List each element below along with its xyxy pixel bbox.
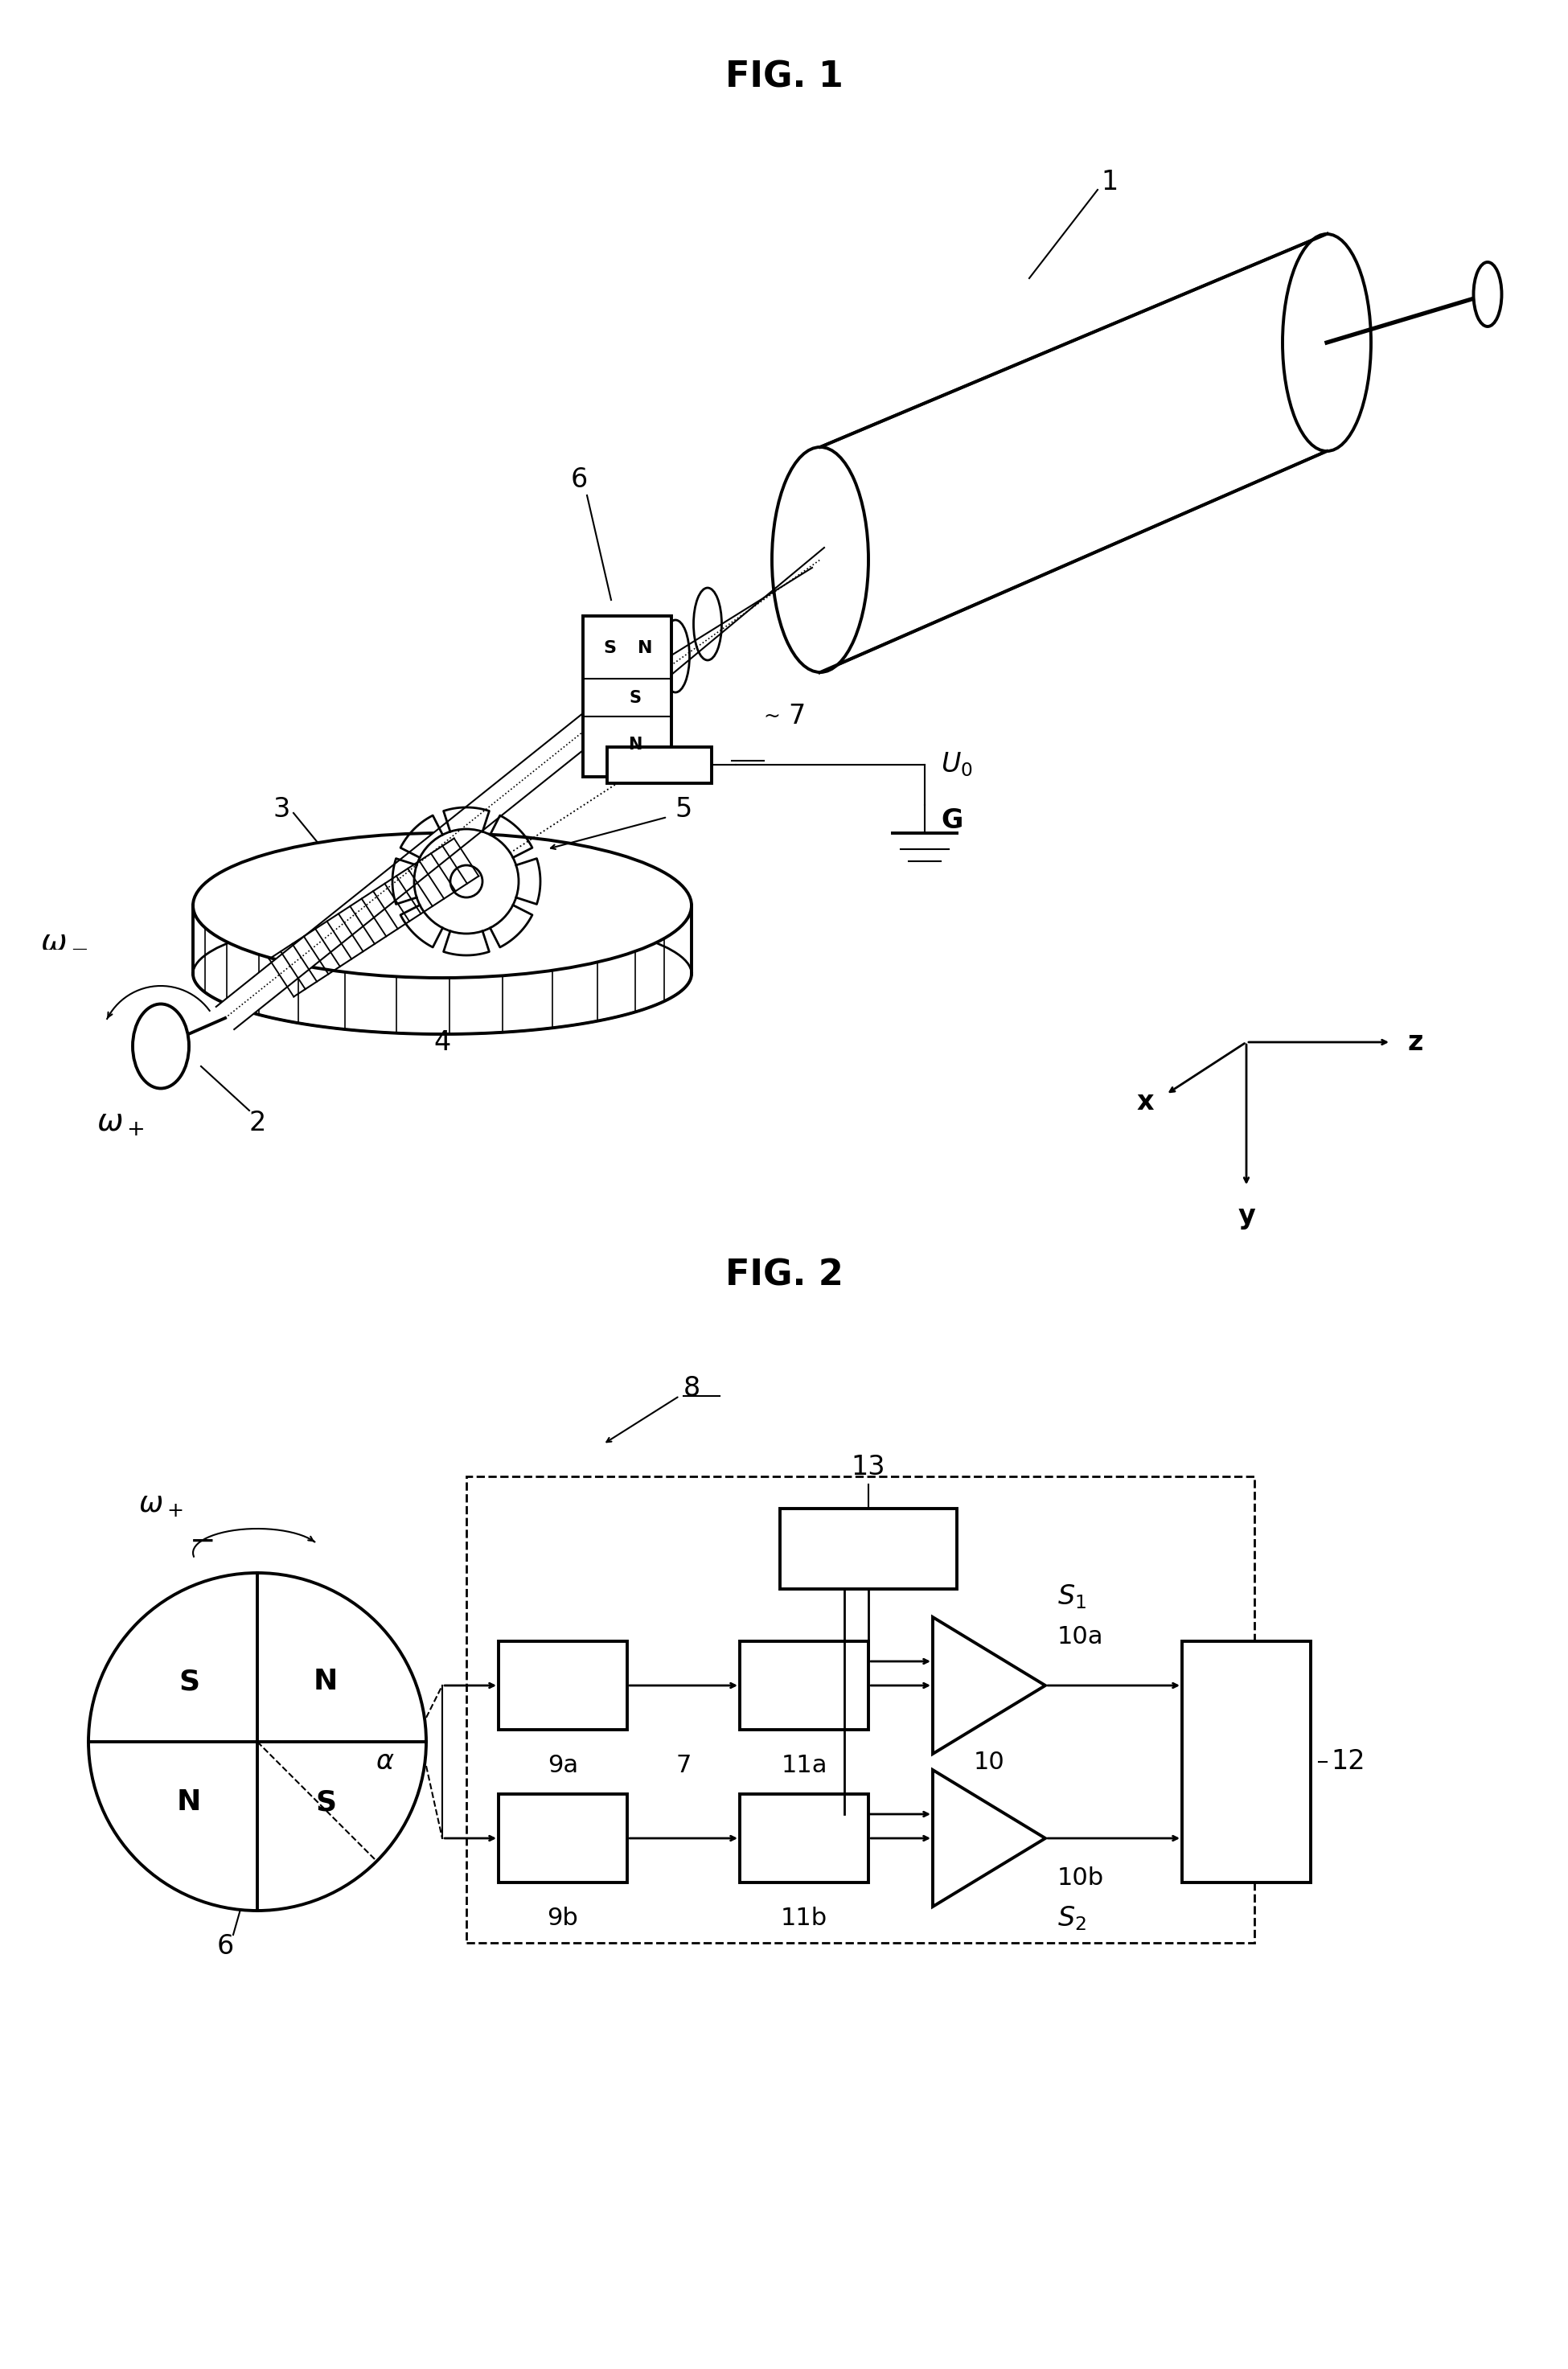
Text: 8: 8 [684, 1374, 701, 1400]
Text: x: x [1137, 1090, 1154, 1116]
Text: 10: 10 [974, 1751, 1005, 1774]
Text: ~: ~ [764, 706, 781, 727]
Bar [499, 1642, 627, 1729]
Text: N: N [314, 1668, 337, 1696]
Polygon shape [933, 1770, 1046, 1907]
Text: S: S [629, 689, 641, 706]
Circle shape [88, 1573, 426, 1912]
Text: 2: 2 [249, 1109, 267, 1135]
Bar [499, 1793, 627, 1883]
Ellipse shape [629, 651, 657, 725]
Text: 9b: 9b [547, 1907, 579, 1931]
Text: z: z [1406, 1028, 1422, 1057]
Text: $-$: $-$ [188, 1526, 213, 1556]
Text: G: G [941, 808, 963, 834]
Ellipse shape [1283, 235, 1370, 450]
Text: $S_1$: $S_1$ [1057, 1582, 1087, 1611]
Text: $S_2$: $S_2$ [1057, 1905, 1087, 1933]
Bar [607, 746, 712, 782]
Text: FIG. 2: FIG. 2 [724, 1258, 844, 1293]
Text: $U_0$: $U_0$ [941, 751, 972, 779]
Text: 13: 13 [851, 1455, 886, 1481]
Ellipse shape [133, 1004, 190, 1087]
Bar [583, 616, 671, 777]
Ellipse shape [771, 448, 869, 673]
Text: $\omega_+$: $\omega_+$ [138, 1490, 183, 1519]
Text: 7: 7 [789, 704, 804, 730]
Ellipse shape [193, 914, 691, 1035]
Text: 6: 6 [216, 1933, 234, 1959]
Ellipse shape [662, 621, 690, 692]
Text: 9a: 9a [547, 1753, 579, 1777]
Text: N: N [177, 1789, 201, 1815]
Text: 12: 12 [1331, 1748, 1366, 1774]
Text: $\alpha$: $\alpha$ [375, 1748, 395, 1774]
Text: y: y [1237, 1203, 1254, 1230]
Text: 11a: 11a [781, 1753, 828, 1777]
Polygon shape [933, 1618, 1046, 1753]
Text: N: N [638, 640, 652, 656]
Text: 10a: 10a [1057, 1625, 1104, 1649]
Text: N: N [629, 737, 643, 753]
Text: 6: 6 [571, 467, 588, 493]
Text: 3: 3 [273, 796, 290, 822]
Text: FIG. 1: FIG. 1 [724, 59, 844, 95]
Circle shape [414, 829, 519, 933]
Ellipse shape [1474, 263, 1502, 327]
Text: S: S [604, 640, 616, 656]
Ellipse shape [693, 588, 721, 661]
Text: 1: 1 [1101, 168, 1118, 194]
Text: 7: 7 [676, 1753, 691, 1777]
Text: 5: 5 [674, 796, 691, 822]
Text: 11b: 11b [781, 1907, 828, 1931]
Polygon shape [820, 235, 1327, 673]
Bar [1182, 1642, 1311, 1883]
Bar [740, 1793, 869, 1883]
Text: $\omega_-$: $\omega_-$ [41, 922, 88, 952]
Bar [779, 1509, 956, 1590]
Bar [466, 1476, 1254, 1943]
Text: 10b: 10b [1057, 1867, 1104, 1890]
Text: S: S [179, 1668, 199, 1696]
Text: 4: 4 [434, 1028, 452, 1057]
Polygon shape [216, 685, 637, 1031]
Circle shape [450, 865, 483, 898]
Ellipse shape [193, 834, 691, 978]
Bar [740, 1642, 869, 1729]
Text: S: S [315, 1789, 336, 1815]
Text: $\omega_+$: $\omega_+$ [97, 1106, 144, 1137]
